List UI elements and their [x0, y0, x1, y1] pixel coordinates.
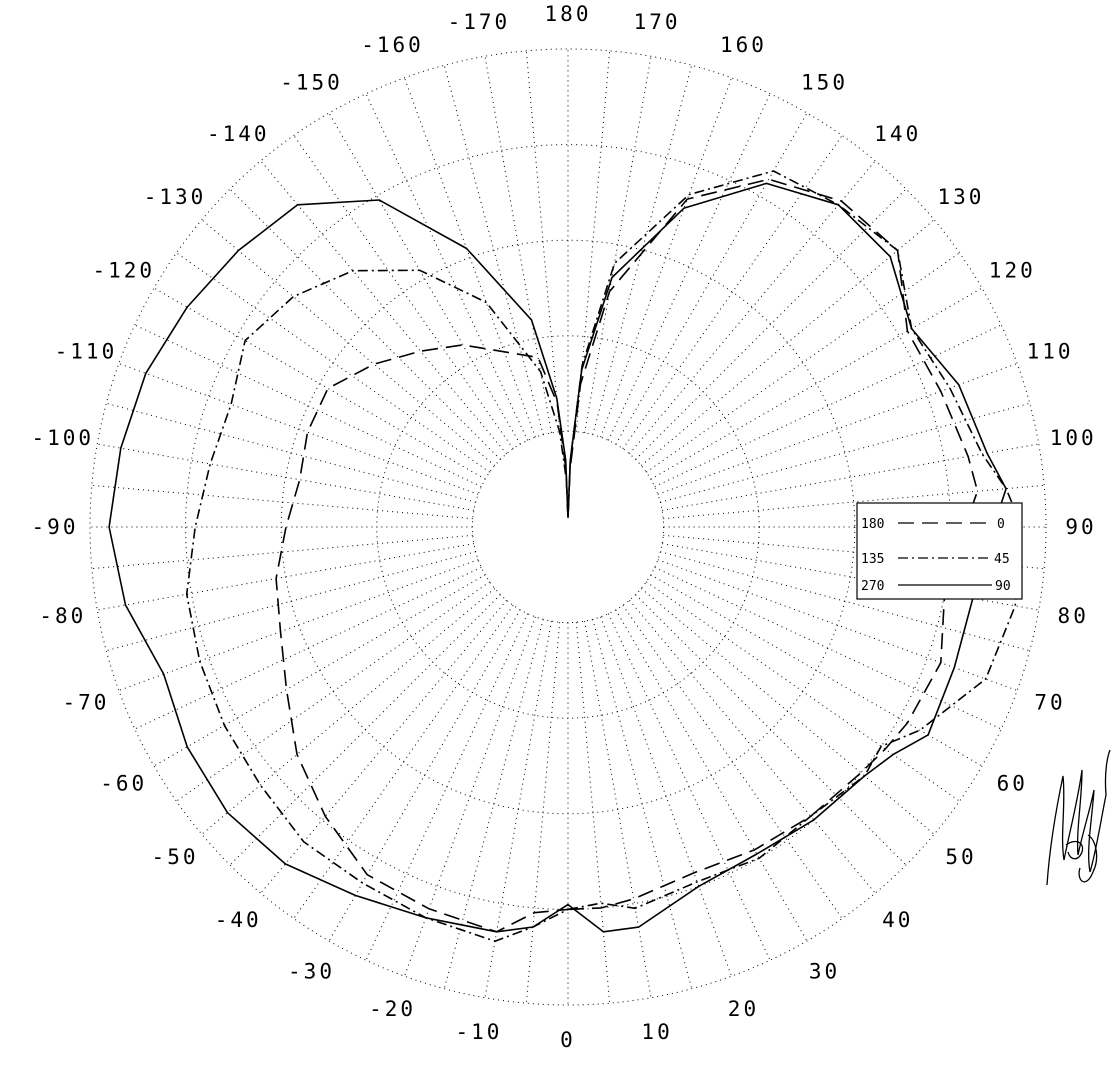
angle-tick-label: -60: [100, 772, 147, 796]
grid-spoke: [654, 324, 1002, 488]
angle-tick-label: -10: [455, 1020, 502, 1044]
angle-tick-label: -90: [32, 515, 79, 539]
angle-tick-label: -40: [215, 908, 262, 932]
angle-tick-label: 60: [997, 772, 1028, 796]
angle-tick-label: 10: [641, 1020, 672, 1044]
angle-tick-label: -110: [55, 340, 118, 364]
angle-tick-label: 70: [1034, 690, 1065, 714]
angle-tick-label: -120: [92, 259, 155, 283]
angle-tick-label: -70: [62, 690, 109, 714]
angle-tick-label: 180: [545, 2, 592, 26]
grid-spoke: [293, 135, 514, 449]
legend: 180 0 135 45 270 90: [856, 502, 1023, 600]
angle-tick-label: 170: [634, 10, 681, 34]
series-lines: [108, 170, 1023, 942]
angle-tick-label: 120: [989, 259, 1036, 283]
angle-tick-labels: 0 10 20 30 40 50 60 70 80 90 100 110 120 130 140 150 160…: [32, 2, 1097, 1052]
grid-spoke: [607, 93, 771, 441]
angle-tick-label: -80: [39, 604, 86, 628]
angle-tick-label: -170: [448, 10, 511, 34]
grid-spoke: [592, 65, 693, 435]
grid-spoke: [646, 252, 960, 473]
angle-tick-label: 100: [1050, 426, 1097, 450]
angle-tick-label: 130: [938, 185, 985, 209]
angle-tick-label: -160: [361, 33, 424, 57]
grid-ring-1: [471, 430, 665, 624]
legend-entry-2-left: 135: [861, 552, 884, 567]
angle-tick-label: 40: [882, 908, 913, 932]
series-line-dash-dot: [185, 170, 1023, 942]
legend-entry-2-right: 45: [994, 552, 1010, 567]
angle-tick-label: 160: [720, 33, 767, 57]
grid-spoke: [650, 287, 983, 480]
angle-tick-label: -20: [369, 997, 416, 1021]
angle-tick-label: 150: [801, 71, 848, 95]
grid-spoke: [622, 135, 843, 449]
angle-tick-label: 110: [1027, 340, 1074, 364]
grid-spoke: [615, 112, 808, 445]
angle-tick-label: 50: [945, 845, 976, 869]
angle-tick-label: 20: [728, 997, 759, 1021]
series-line-dashed: [275, 178, 979, 933]
angle-tick-label: -50: [152, 845, 199, 869]
grid-ring-2: [376, 335, 760, 719]
angle-tick-label: -130: [144, 185, 207, 209]
grid-spoke: [660, 402, 1030, 503]
grid-spoke: [176, 252, 490, 473]
legend-box: [856, 502, 1023, 600]
angle-tick-label: 90: [1065, 515, 1096, 539]
grid-spoke: [657, 363, 1018, 495]
grid-ring-3: [280, 239, 856, 815]
legend-entry-3-left: 270: [861, 579, 884, 594]
grid-spoke: [662, 443, 1039, 511]
legend-entry-1-left: 180: [861, 517, 884, 532]
angle-tick-label: -100: [32, 426, 95, 450]
legend-entry-3-right: 90: [995, 579, 1011, 594]
legend-entry-1-right: 0: [997, 517, 1005, 532]
angle-tick-label: 140: [874, 122, 921, 146]
angle-tick-label: 80: [1058, 604, 1089, 628]
handwritten-signature: [1046, 749, 1111, 886]
angle-tick-label: 0: [560, 1028, 576, 1052]
angle-tick-label: -140: [207, 122, 270, 146]
angle-tick-label: -150: [280, 71, 343, 95]
grid-ring-5: [89, 48, 1047, 1006]
angle-tick-label: -30: [288, 959, 335, 983]
series-line-solid: [108, 182, 1007, 933]
angle-tick-label: 30: [809, 959, 840, 983]
grid-spoke: [584, 56, 652, 433]
